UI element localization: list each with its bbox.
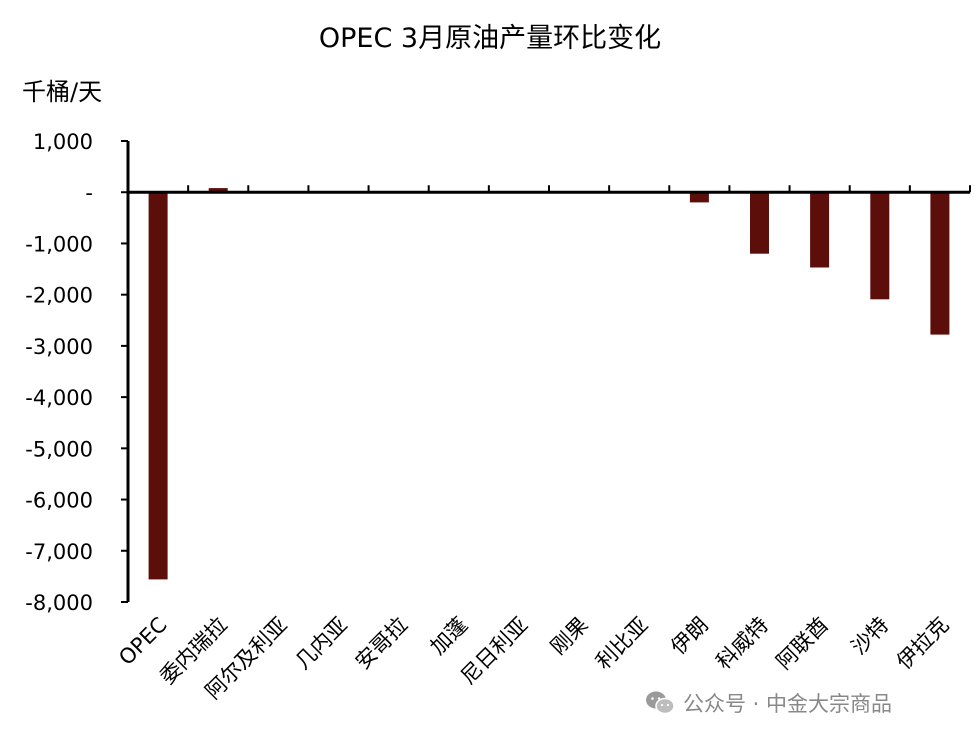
- bar-沙特: [870, 192, 890, 300]
- bar-伊拉克: [930, 192, 950, 335]
- wechat-icon: [646, 691, 675, 715]
- y-tick-label: -1,000: [25, 232, 93, 256]
- x-category-label: 利比亚: [591, 613, 653, 675]
- y-tick-label: -2,000: [25, 284, 93, 308]
- x-category-label: 科威特: [712, 613, 774, 675]
- bar-阿联酋: [810, 192, 830, 268]
- x-category-label: 伊拉克: [892, 613, 954, 675]
- y-axis-unit-label: 千桶/天: [22, 78, 103, 106]
- y-tick-label: -3,000: [25, 335, 93, 359]
- y-tick-label: -6,000: [25, 489, 93, 513]
- bar-伊朗: [689, 192, 709, 203]
- bar-科威特: [750, 192, 769, 254]
- axes-layer: [121, 140, 971, 603]
- y-tick-label: -4,000: [25, 386, 93, 410]
- x-category-label: 几内亚: [291, 613, 353, 675]
- x-category-label: OPEC: [114, 613, 171, 670]
- x-category-label: 阿联酋: [772, 613, 834, 675]
- bars-layer: [148, 188, 950, 580]
- watermark: 公众号 · 中金大宗商品: [645, 688, 892, 718]
- y-tick-label: -5,000: [25, 437, 93, 461]
- y-tick-label: -7,000: [25, 540, 93, 564]
- x-category-label: 沙特: [847, 613, 894, 660]
- y-tick-label: 1,000: [33, 130, 93, 154]
- chart-title: OPEC 3月原油产量环比变化: [318, 23, 662, 54]
- x-category-label: 尼日利亚: [456, 613, 532, 689]
- bar-委内瑞拉: [208, 188, 228, 193]
- y-tick-label: -8,000: [25, 591, 93, 615]
- x-category-label: 刚果: [546, 613, 593, 660]
- x-category-label: 加蓬: [426, 613, 473, 660]
- y-tick-label: -: [85, 181, 93, 205]
- x-category-label: 安哥拉: [351, 613, 413, 675]
- watermark-text: 公众号 · 中金大宗商品: [683, 692, 893, 716]
- x-category-label: 伊朗: [666, 613, 713, 660]
- bar-OPEC: [148, 192, 168, 580]
